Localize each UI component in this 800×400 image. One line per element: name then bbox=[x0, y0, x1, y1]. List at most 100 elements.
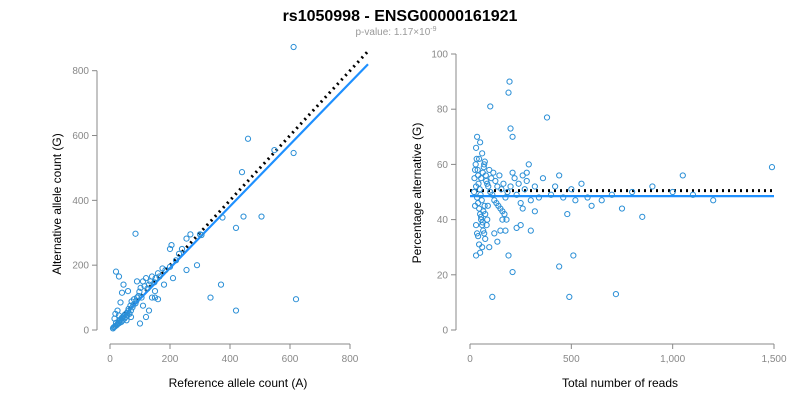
right-data-point bbox=[505, 89, 512, 96]
right-data-point bbox=[507, 125, 514, 132]
right-data-point bbox=[505, 252, 512, 259]
right-y-tick-label: 60 bbox=[437, 160, 449, 171]
right-data-point bbox=[639, 213, 646, 220]
right-data-point bbox=[525, 161, 532, 168]
left-data-point bbox=[138, 294, 145, 301]
right-data-point bbox=[502, 194, 509, 201]
right-x-axis-label: Total number of reads bbox=[562, 376, 678, 390]
right-data-point bbox=[513, 191, 520, 198]
right-data-point bbox=[481, 158, 488, 165]
right-data-point bbox=[598, 197, 605, 204]
right-data-point bbox=[476, 155, 483, 162]
right-data-point bbox=[479, 219, 486, 226]
left-data-point bbox=[258, 213, 265, 220]
left-y-tick-label: 800 bbox=[72, 66, 89, 77]
right-data-point bbox=[521, 186, 528, 193]
right-x-tick-label: 1,000 bbox=[660, 354, 685, 365]
left-data-point bbox=[124, 288, 132, 295]
left-data-point bbox=[156, 273, 163, 280]
right-data-point bbox=[629, 188, 636, 196]
right-data-point bbox=[470, 188, 478, 196]
left-data-point bbox=[123, 317, 130, 324]
left-data-point bbox=[292, 296, 300, 303]
left-data-point bbox=[132, 230, 139, 237]
left-data-point bbox=[137, 284, 144, 291]
left-data-point bbox=[115, 312, 123, 319]
right-data-point bbox=[494, 238, 501, 245]
right-data-point bbox=[608, 191, 615, 198]
left-data-point bbox=[109, 325, 117, 332]
left-x-tick-label: 800 bbox=[342, 354, 359, 365]
right-data-point bbox=[519, 172, 526, 179]
left-data-point bbox=[183, 266, 190, 274]
right-data-point bbox=[485, 183, 492, 190]
right-data-point bbox=[503, 216, 510, 223]
right-data-point bbox=[490, 169, 497, 176]
left-data-point bbox=[162, 266, 169, 274]
left-data-point bbox=[238, 169, 246, 176]
right-data-point bbox=[478, 197, 485, 204]
left-data-point bbox=[147, 278, 154, 285]
left-data-point bbox=[178, 245, 186, 253]
left-data-point bbox=[142, 313, 150, 321]
left-y-tick-label: 600 bbox=[72, 131, 89, 142]
left-axes: 0 200 400 600 800 0 200 400 600 800 bbox=[72, 66, 358, 365]
left-fit-lines bbox=[111, 50, 370, 328]
left-data-point bbox=[271, 147, 278, 154]
left-data-point bbox=[154, 296, 162, 303]
left-data-point bbox=[232, 307, 240, 314]
chart-title: rs1050998 - ENSG00000161921 bbox=[283, 8, 518, 25]
right-data-point bbox=[501, 210, 508, 218]
right-axes: 0 500 1,000 1,500 0 20 40 60 80 100 bbox=[431, 50, 787, 366]
right-data-point bbox=[527, 227, 534, 234]
right-data-point bbox=[483, 222, 490, 229]
left-scatter-panel: 0 200 400 600 800 0 200 400 600 800 Reference all… bbox=[50, 43, 370, 390]
left-data-point bbox=[169, 275, 177, 282]
right-data-point bbox=[473, 230, 481, 237]
right-data-point bbox=[552, 183, 559, 190]
left-x-axis-label: Reference allele count (A) bbox=[169, 376, 308, 390]
left-data-point bbox=[112, 268, 120, 275]
left-data-point bbox=[130, 301, 137, 308]
left-x-tick-label: 400 bbox=[222, 354, 239, 365]
right-data-point bbox=[489, 191, 496, 198]
right-data-point bbox=[494, 183, 501, 190]
right-data-point bbox=[478, 213, 485, 220]
right-data-point bbox=[669, 188, 676, 196]
right-data-point bbox=[649, 183, 656, 190]
right-data-point bbox=[488, 175, 495, 182]
left-points bbox=[109, 43, 300, 332]
right-y-tick-label: 100 bbox=[431, 50, 448, 61]
right-data-point bbox=[588, 202, 595, 209]
right-data-point bbox=[531, 208, 538, 215]
right-data-point bbox=[612, 291, 620, 298]
left-data-point bbox=[128, 298, 135, 305]
left-x-tick-label: 600 bbox=[282, 354, 299, 365]
right-data-point bbox=[578, 180, 585, 187]
left-y-tick-label: 0 bbox=[83, 326, 89, 337]
right-data-point bbox=[473, 133, 481, 140]
right-data-point bbox=[471, 175, 478, 182]
left-data-point bbox=[244, 135, 252, 142]
right-y-tick-label: 0 bbox=[442, 326, 448, 337]
right-data-point bbox=[502, 227, 509, 234]
left-data-point bbox=[290, 149, 297, 157]
left-data-point bbox=[136, 288, 143, 295]
left-data-point bbox=[187, 231, 194, 238]
right-x-tick-label: 500 bbox=[563, 354, 580, 365]
right-data-point bbox=[504, 188, 511, 196]
right-data-point bbox=[527, 197, 534, 204]
left-data-point bbox=[290, 43, 297, 51]
left-data-point bbox=[196, 231, 204, 238]
right-scatter-panel: 0 500 1,000 1,500 0 20 40 60 80 100 Total number … bbox=[410, 50, 787, 391]
right-data-point bbox=[472, 144, 480, 151]
left-y-axis-label: Alternative allele count (G) bbox=[50, 133, 64, 274]
right-data-point bbox=[497, 227, 504, 234]
left-data-point bbox=[111, 323, 118, 330]
left-data-point bbox=[232, 224, 240, 231]
right-data-point bbox=[486, 166, 493, 174]
right-data-point bbox=[560, 194, 567, 201]
right-data-point bbox=[496, 172, 503, 179]
left-data-point bbox=[139, 302, 147, 309]
